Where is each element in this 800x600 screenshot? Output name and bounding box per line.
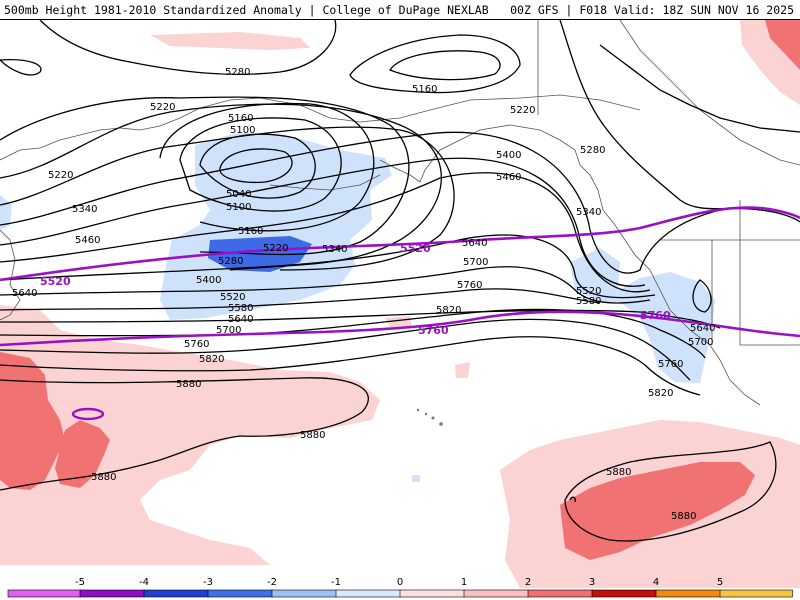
height-contours	[0, 20, 800, 542]
contour-label: 5280	[580, 145, 605, 156]
positive-anomaly-shading	[0, 20, 800, 588]
contour-label: 5640	[690, 323, 715, 334]
contour-label: 5520	[576, 286, 601, 297]
colorbar-swatch	[143, 589, 209, 598]
colorbar-tick: 3	[589, 577, 595, 588]
colorbar-tick: -1	[331, 577, 341, 588]
contour-label: 5700	[463, 257, 488, 268]
contour-label: 5280	[218, 256, 243, 267]
contour-label-purple: 5760	[640, 309, 671, 322]
anomaly-map: 5280 5160 5220 5160 5100 5220 5040 5100 …	[0, 20, 800, 588]
contour-label: 5460	[75, 235, 100, 246]
contour-label: 5340	[322, 244, 347, 255]
colorbar-tick: -2	[267, 577, 277, 588]
colorbar-tick: -4	[139, 577, 149, 588]
contour-label: 5880	[606, 467, 631, 478]
colorbar-tick: 1	[461, 577, 467, 588]
title-text: 500mb Height 1981-2010 Standardized Anom…	[4, 3, 489, 17]
contour-label: 5220	[510, 105, 535, 116]
coastlines	[0, 20, 800, 406]
contour-label: 5640	[462, 238, 487, 249]
contour-label: 5220	[263, 243, 288, 254]
contour-labels: 5280 5160 5220 5160 5100 5220 5040 5100 …	[12, 67, 715, 522]
colorbar-tick: 5	[717, 577, 723, 588]
contour-label: 5460	[496, 172, 521, 183]
contour-label: 5220	[48, 170, 73, 181]
contour-label-purple: 5760	[418, 324, 449, 337]
colorbar-tick: 4	[653, 577, 659, 588]
contour-label: 5100	[230, 125, 255, 136]
contour-label-purple: 5520	[40, 275, 71, 288]
purple-contours	[0, 206, 800, 421]
colorbar-tick: -3	[203, 577, 213, 588]
colorbar-swatches	[7, 589, 793, 598]
contour-label: 5820	[648, 388, 673, 399]
contour-label: 5580	[576, 296, 601, 307]
colorbar-tick: -5	[75, 577, 85, 588]
colorbar-tick-labels: -5 -4 -3 -2 -1 0 1 2 3 4 5	[75, 577, 723, 588]
contour-label: 5760	[184, 339, 209, 350]
contour-label: 5280	[225, 67, 250, 78]
contour-label: 5400	[496, 150, 521, 161]
contour-label: 5760	[457, 280, 482, 291]
contour-label: 5220	[150, 102, 175, 113]
contour-label: 5760	[658, 359, 683, 370]
contour-label: 5340	[576, 207, 601, 218]
islands	[416, 408, 443, 426]
contour-label: 5160	[238, 226, 263, 237]
contour-label: 5880	[300, 430, 325, 441]
contour-label: 5700	[688, 337, 713, 348]
contour-label: 5640	[12, 288, 37, 299]
colorbar-swatch	[527, 589, 593, 598]
contour-label: 5880	[176, 379, 201, 390]
colorbar-swatch	[399, 589, 465, 598]
contour-label: 5100	[226, 202, 251, 213]
contour-label: 5340	[72, 204, 97, 215]
colorbar-swatch	[7, 589, 81, 598]
colorbar-swatch	[655, 589, 721, 598]
contour-label: 5040	[226, 189, 251, 200]
colorbar-swatch	[207, 589, 273, 598]
colorbar: -5 -4 -3 -2 -1 0 1 2 3 4 5	[7, 577, 793, 598]
colorbar-tick: 2	[525, 577, 531, 588]
colorbar-swatch	[271, 589, 337, 598]
contour-label: 5880	[671, 511, 696, 522]
contour-label: 5880	[91, 472, 116, 483]
model-run-text: 00Z GFS | F018 Valid: 18Z SUN NOV 16 202…	[510, 3, 794, 17]
contour-label: 5700	[216, 325, 241, 336]
contour-label: 5160	[228, 113, 253, 124]
colorbar-tick: 0	[397, 577, 403, 588]
colorbar-swatch	[335, 589, 401, 598]
contour-label: 5400	[196, 275, 221, 286]
contour-label: 5160	[412, 84, 437, 95]
contour-label: 5580	[228, 303, 253, 314]
contour-label: 5820	[436, 305, 461, 316]
colorbar-swatch	[591, 589, 657, 598]
contour-label: 5520	[220, 292, 245, 303]
title-bar: 500mb Height 1981-2010 Standardized Anom…	[0, 0, 800, 20]
contour-label: 5640	[228, 314, 253, 325]
contour-label: 5820	[199, 354, 224, 365]
contour-label-purple: 5520	[400, 242, 431, 255]
colorbar-swatch	[463, 589, 529, 598]
colorbar-swatch	[719, 589, 793, 598]
colorbar-swatch	[79, 589, 145, 598]
